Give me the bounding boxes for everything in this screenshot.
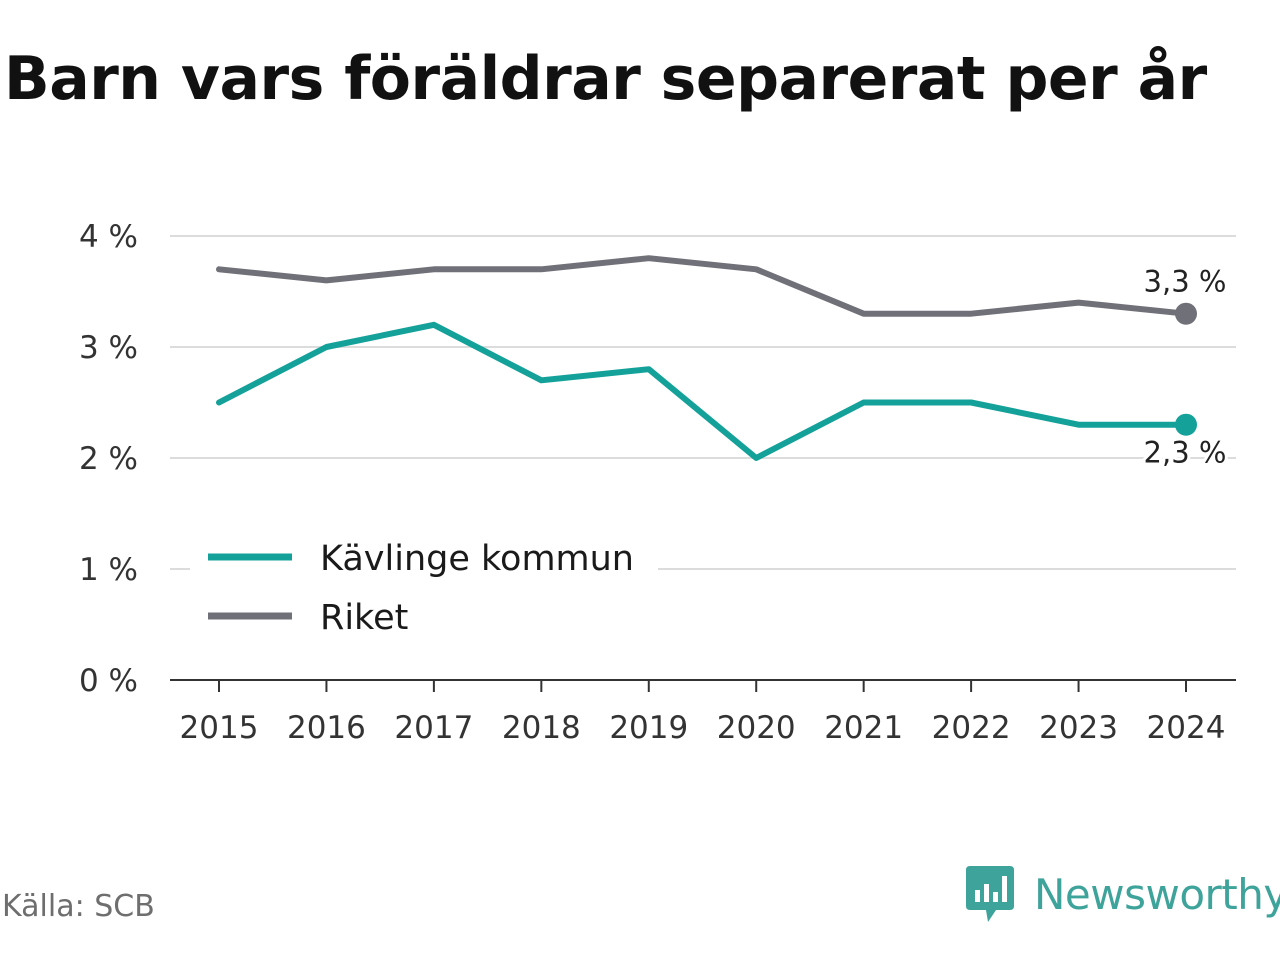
end-point-marker xyxy=(1175,302,1197,325)
source-note: Källa: SCB xyxy=(2,889,155,924)
y-tick-label: 4 % xyxy=(79,219,138,255)
newsworthy-logo-icon xyxy=(966,866,1014,922)
series-line-k-vlinge-kommun xyxy=(216,321,1189,461)
series-line-riket xyxy=(216,255,1189,317)
x-tick-label: 2020 xyxy=(717,710,796,746)
end-value-label: 2,3 % xyxy=(1144,436,1227,470)
x-axis: 2015 2016 2017 2018 2019 2020 2021 2022 2023 2024 xyxy=(170,679,1236,746)
y-tick-label: 3 % xyxy=(79,330,138,366)
brand-name: Newsworthy xyxy=(1034,869,1280,919)
series-lines xyxy=(216,255,1197,461)
legend-label: Kävlinge kommun xyxy=(320,539,634,579)
y-tick-label: 1 % xyxy=(79,552,138,588)
y-tick-label: 0 % xyxy=(79,663,138,699)
x-tick-label: 2018 xyxy=(502,710,581,746)
x-tick-label: 2024 xyxy=(1147,710,1226,746)
gridlines xyxy=(170,235,1236,570)
end-point-marker xyxy=(1175,413,1197,436)
x-tick-label: 2015 xyxy=(180,710,259,746)
y-tick-label: 2 % xyxy=(79,441,138,477)
x-tick-label: 2017 xyxy=(394,710,473,746)
y-axis: 0 % 1 % 2 % 3 % 4 % xyxy=(79,219,138,699)
x-tick-label: 2023 xyxy=(1039,710,1118,746)
legend-label: Riket xyxy=(320,598,408,638)
x-tick-label: 2021 xyxy=(824,710,903,746)
chart-title: Barn vars föräldrar separerat per år xyxy=(4,44,1207,114)
x-tick-label: 2022 xyxy=(932,710,1011,746)
legend: Kävlinge kommun Riket xyxy=(190,525,658,650)
end-value-label: 3,3 % xyxy=(1144,265,1227,299)
x-tick-label: 2016 xyxy=(287,710,366,746)
line-chart: 0 % 1 % 2 % 3 % 4 % 2015 2016 2017 2018 2019 2020… xyxy=(79,219,1236,746)
x-tick-label: 2019 xyxy=(609,710,688,746)
legend-background xyxy=(190,525,658,650)
brand-logo: Newsworthy xyxy=(964,864,1280,924)
end-labels: 2,3 % 3,3 % xyxy=(1141,262,1230,473)
